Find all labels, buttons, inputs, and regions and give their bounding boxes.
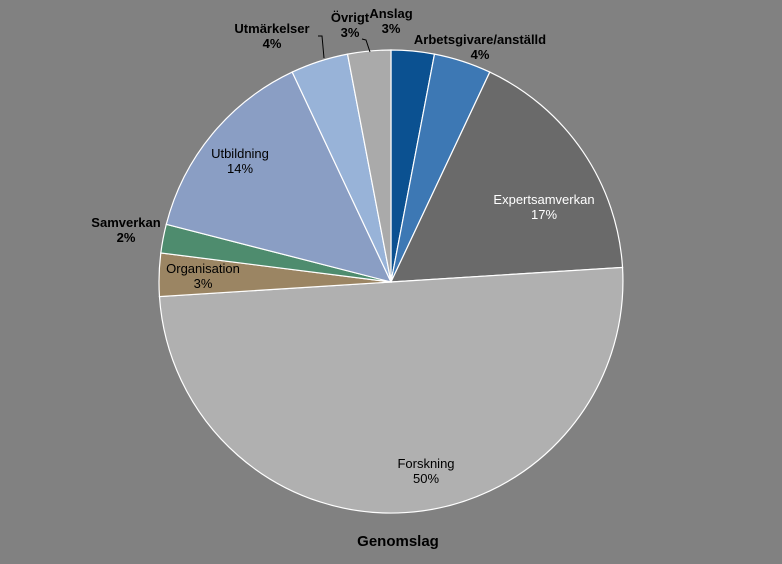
slice-label-name: Arbetsgivare/anställd <box>414 32 546 47</box>
chart-title: Genomslag <box>357 533 439 550</box>
slice-label-value: 17% <box>531 207 557 222</box>
slice-label-arbetsgivare-anställd: Arbetsgivare/anställd 4% <box>414 32 546 62</box>
pie-slice-expertsamverkan <box>390 71 624 283</box>
slice-label-expertsamverkan: Expertsamverkan 17% <box>493 192 594 222</box>
slice-label-name: Anslag <box>369 6 412 21</box>
slice-label-value: 14% <box>227 161 253 176</box>
slice-label-utmärkelser: Utmärkelser 4% <box>234 21 309 51</box>
slice-label-value: 4% <box>263 36 282 51</box>
slice-label-value: 3% <box>382 21 401 36</box>
slice-label-value: 2% <box>117 230 136 245</box>
slice-label-value: 4% <box>471 47 490 62</box>
slice-labels: Anslag 3%Arbetsgivare/anställd 4%Expertsam… <box>91 6 594 486</box>
slice-label-name: Utmärkelser <box>234 21 309 36</box>
slice-label-value: 50% <box>413 471 439 486</box>
slice-label-name: Organisation <box>166 261 240 276</box>
slice-label-utbildning: Utbildning 14% <box>211 146 269 176</box>
leader-line <box>361 38 371 53</box>
slice-label-övrigt: Övrigt 3% <box>331 10 370 40</box>
leader-line <box>318 35 325 59</box>
slice-label-anslag: Anslag 3% <box>369 6 412 36</box>
slice-label-name: Övrigt <box>331 10 370 25</box>
pie-slices <box>158 49 624 514</box>
pie-slice-forskning <box>158 266 624 514</box>
slice-label-name: Samverkan <box>91 215 160 230</box>
slice-label-samverkan: Samverkan 2% <box>91 215 160 245</box>
slice-label-name: Utbildning <box>211 146 269 161</box>
leader-lines <box>318 35 371 59</box>
slice-label-organisation: Organisation 3% <box>166 261 240 291</box>
slice-label-value: 3% <box>341 25 360 40</box>
pie-slice-utbildning <box>165 71 393 283</box>
slice-label-name: Expertsamverkan <box>493 192 594 207</box>
slice-label-name: Forskning <box>397 456 454 471</box>
slice-label-forskning: Forskning 50% <box>397 456 454 486</box>
slice-label-value: 3% <box>194 276 213 291</box>
